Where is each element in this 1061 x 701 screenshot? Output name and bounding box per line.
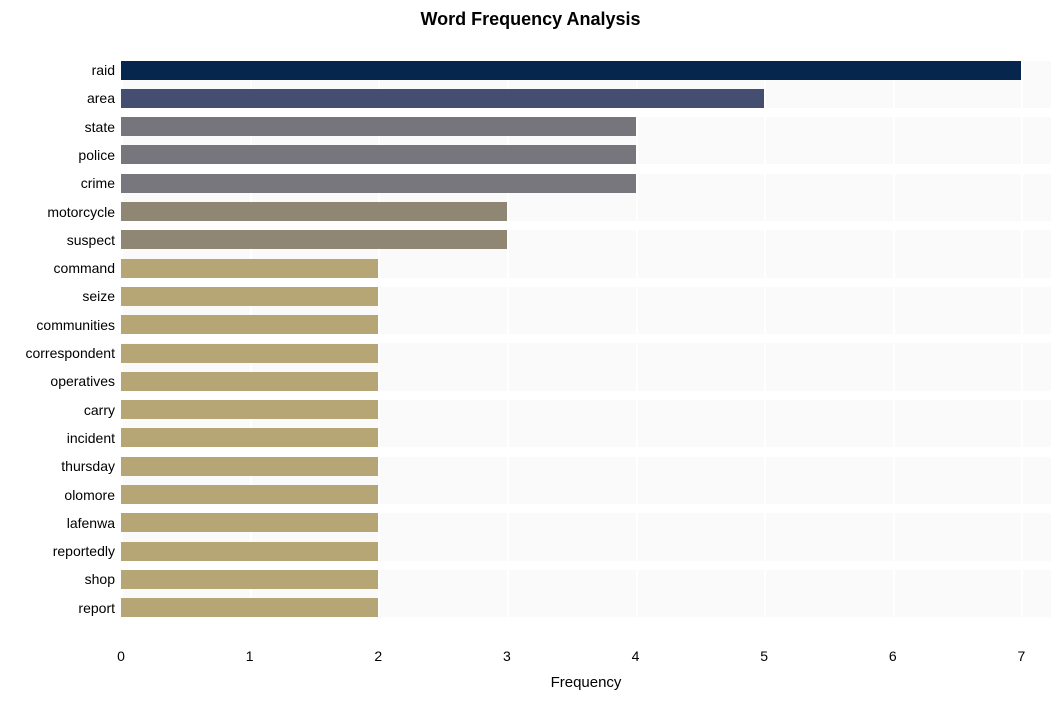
grid-band [121,334,1051,343]
bar [121,372,378,391]
y-tick-label: olomore [64,487,115,503]
y-tick-label: seize [82,288,115,304]
grid-band [121,447,1051,456]
y-tick-label: crime [81,175,115,191]
bar [121,174,636,193]
grid-band [121,391,1051,400]
x-tick-label: 6 [889,648,897,664]
y-tick-label: carry [84,402,115,418]
x-tick-label: 7 [1018,648,1026,664]
bar [121,202,507,221]
y-tick-label: raid [92,62,115,78]
bar [121,117,636,136]
x-tick-label: 3 [503,648,511,664]
y-tick-label: suspect [67,232,115,248]
bar [121,598,378,617]
grid-band [121,108,1051,117]
grid-line [636,36,638,640]
y-tick-label: state [85,119,115,135]
bar [121,485,378,504]
bar [121,542,378,561]
y-tick-label: lafenwa [67,515,115,531]
x-tick-label: 4 [632,648,640,664]
y-tick-label: communities [36,317,115,333]
y-tick-label: motorcycle [47,204,115,220]
y-tick-label: shop [85,571,115,587]
bar [121,315,378,334]
y-tick-label: report [78,600,115,616]
bar [121,344,378,363]
y-tick-label: incident [67,430,115,446]
bar [121,230,507,249]
grid-line [764,36,766,640]
x-tick-label: 2 [374,648,382,664]
grid-band [121,561,1051,570]
bar [121,570,378,589]
bar [121,428,378,447]
grid-band [121,221,1051,230]
bar [121,287,378,306]
y-tick-label: thursday [61,458,115,474]
grid-band [121,504,1051,513]
y-tick-label: reportedly [53,543,115,559]
bar [121,145,636,164]
y-tick-label: command [54,260,115,276]
grid-band [121,617,1051,640]
chart-title: Word Frequency Analysis [0,9,1061,30]
grid-band [121,278,1051,287]
x-tick-label: 5 [760,648,768,664]
grid-band [121,36,1051,61]
bar [121,89,764,108]
y-tick-label: police [78,147,115,163]
word-frequency-chart: Word Frequency Analysis raid area state pol… [0,0,1061,701]
bar [121,513,378,532]
bar [121,457,378,476]
bar [121,61,1021,80]
plot-area [121,36,1051,640]
y-axis-labels: raid area state police crime motorcycle suspec… [0,36,115,640]
y-tick-label: operatives [50,373,115,389]
y-tick-label: area [87,90,115,106]
grid-line [893,36,895,640]
x-tick-label: 1 [246,648,254,664]
grid-band [121,164,1051,173]
x-tick-label: 0 [117,648,125,664]
y-tick-label: correspondent [25,345,115,361]
grid-line [1021,36,1023,640]
x-axis-label: Frequency [551,674,622,691]
bar [121,259,378,278]
bar [121,400,378,419]
